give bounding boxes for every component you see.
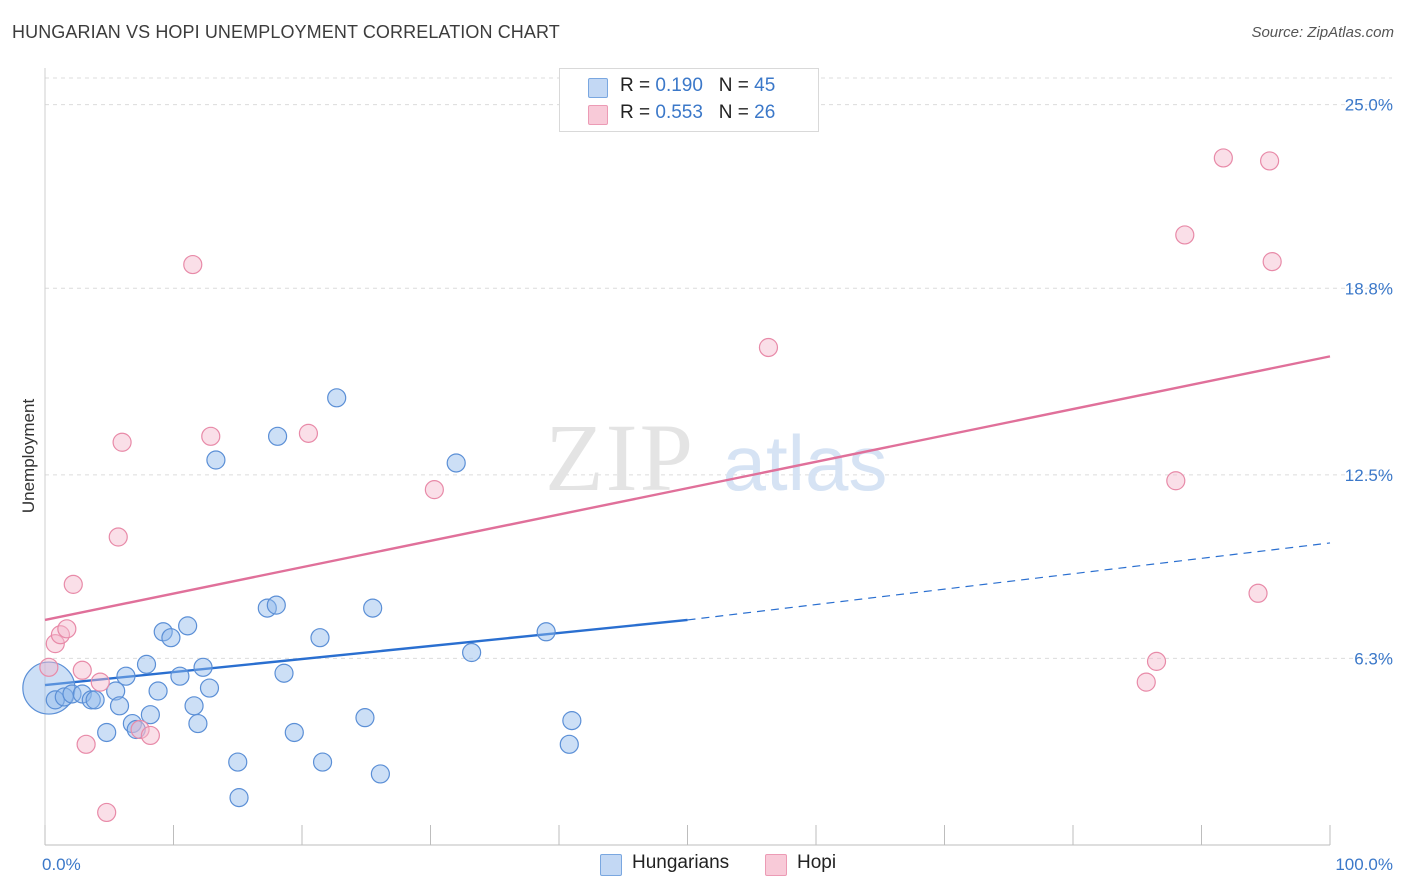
data-point-hopi bbox=[63, 574, 83, 594]
tick-labels: 6.3% 12.5% 18.8% 25.0% 0.0% 100.0% bbox=[42, 96, 1393, 874]
series-swatch-hungarians bbox=[600, 854, 622, 876]
data-point-hungarians bbox=[85, 690, 105, 710]
data-point-hungarians bbox=[206, 450, 226, 470]
legend-n-label: N = bbox=[718, 75, 755, 96]
legend-r-label: R = bbox=[620, 75, 656, 96]
trend-line-hungarians bbox=[44, 618, 688, 687]
data-point-hungarians bbox=[178, 616, 198, 636]
series-swatch-hopi bbox=[765, 854, 787, 876]
data-point-hopi bbox=[57, 619, 77, 639]
data-point-hungarians bbox=[170, 666, 190, 686]
watermark-zip: ZIP bbox=[545, 404, 695, 511]
axes bbox=[44, 68, 1331, 846]
data-point-hopi bbox=[1146, 651, 1167, 671]
data-point-hopi bbox=[1166, 471, 1186, 491]
legend-r-label: R = bbox=[620, 102, 656, 123]
data-point-hungarians bbox=[106, 681, 126, 701]
data-point-hungarians bbox=[109, 696, 130, 716]
data-point-hopi bbox=[130, 719, 150, 740]
data-point-hopi bbox=[45, 634, 65, 654]
data-point-hungarians bbox=[199, 678, 220, 698]
data-point-hopi bbox=[97, 802, 117, 823]
data-point-hungarians bbox=[562, 711, 582, 731]
data-point-hopi bbox=[76, 734, 96, 754]
trend-lines bbox=[44, 355, 1331, 687]
y-tick-label: 6.3% bbox=[1354, 649, 1393, 668]
x-tick-label-left: 0.0% bbox=[42, 855, 81, 874]
data-point-hopi bbox=[424, 480, 444, 500]
data-point-hungarians bbox=[363, 598, 383, 618]
data-point-hungarians bbox=[153, 622, 173, 642]
data-point-hopi bbox=[108, 527, 128, 547]
data-point-hungarians bbox=[148, 681, 168, 701]
legend-r-value: 0.553 bbox=[655, 102, 703, 123]
series-label-hungarians: Hungarians bbox=[632, 852, 730, 873]
data-point-hopi bbox=[1248, 583, 1268, 603]
source-label: Source: ZipAtlas.com bbox=[1251, 24, 1394, 41]
y-tick-label: 25.0% bbox=[1345, 96, 1393, 115]
series-label-hopi: Hopi bbox=[797, 852, 837, 873]
data-point-hungarians bbox=[267, 426, 288, 446]
gridlines bbox=[45, 77, 1392, 659]
legend-r-value: 0.190 bbox=[655, 75, 703, 96]
y-axis-label: Unemployment bbox=[19, 399, 38, 514]
legend-text-hopi: R = 0.553 N = 26 bbox=[620, 102, 775, 124]
data-point-hungarians bbox=[136, 654, 157, 674]
legend-n-value: 45 bbox=[754, 75, 776, 96]
data-point-hungarians bbox=[446, 453, 466, 473]
data-point-hopi bbox=[112, 432, 132, 452]
data-point-hungarians bbox=[310, 628, 330, 648]
legend-swatch-hopi bbox=[588, 105, 608, 125]
data-point-hungarians bbox=[184, 696, 204, 716]
data-point-hopi bbox=[758, 337, 779, 358]
data-point-hopi bbox=[140, 725, 160, 746]
data-point-hungarians bbox=[559, 734, 579, 754]
data-point-hungarians bbox=[116, 666, 136, 686]
data-point-hungarians bbox=[188, 713, 208, 734]
data-point-hopi bbox=[183, 254, 203, 275]
data-point-hopi bbox=[39, 657, 59, 677]
data-point-hopi bbox=[1175, 225, 1195, 245]
data-point-hopi bbox=[1136, 672, 1156, 692]
data-point-hopi bbox=[1213, 148, 1233, 168]
y-tick-label: 18.8% bbox=[1345, 279, 1393, 298]
legend-n-value: 26 bbox=[754, 102, 776, 123]
data-point-hungarians bbox=[193, 657, 213, 677]
trend-line-hopi bbox=[44, 355, 1331, 622]
trend-line-extension-hungarians bbox=[687, 542, 1331, 621]
data-point-hopi bbox=[1262, 252, 1282, 272]
data-point-hungarians bbox=[327, 388, 347, 408]
data-point-hopi bbox=[72, 660, 92, 680]
data-point-hungarians bbox=[355, 708, 375, 728]
data-point-hungarians bbox=[536, 622, 556, 642]
data-points bbox=[22, 148, 1282, 823]
legend-n-label: N = bbox=[718, 102, 755, 123]
data-point-hungarians bbox=[274, 663, 294, 683]
data-point-hungarians bbox=[161, 628, 181, 648]
legend-swatch-hungarians bbox=[588, 78, 608, 98]
data-point-hungarians bbox=[370, 764, 390, 784]
data-point-hungarians bbox=[312, 752, 333, 772]
data-point-hungarians bbox=[462, 642, 482, 663]
x-tick-label-right: 100.0% bbox=[1335, 855, 1393, 874]
chart-title: HUNGARIAN VS HOPI UNEMPLOYMENT CORRELATI… bbox=[12, 22, 560, 42]
data-point-hungarians bbox=[229, 788, 249, 808]
data-point-hungarians bbox=[266, 595, 286, 615]
data-point-hungarians bbox=[284, 722, 304, 743]
data-point-hungarians bbox=[97, 722, 117, 743]
correlation-legend: R = 0.190 N = 45 R = 0.553 N = 26 bbox=[559, 68, 819, 132]
data-point-hopi bbox=[90, 672, 110, 692]
data-point-hopi bbox=[298, 423, 319, 443]
data-point-hungarians bbox=[140, 705, 160, 725]
y-tick-label: 12.5% bbox=[1345, 466, 1393, 485]
legend-text-hungarians: R = 0.190 N = 45 bbox=[620, 75, 775, 97]
data-point-hopi bbox=[201, 426, 221, 446]
data-point-hopi bbox=[1260, 151, 1280, 171]
data-point-hungarians bbox=[228, 752, 248, 772]
data-point-hungarians bbox=[62, 684, 82, 704]
